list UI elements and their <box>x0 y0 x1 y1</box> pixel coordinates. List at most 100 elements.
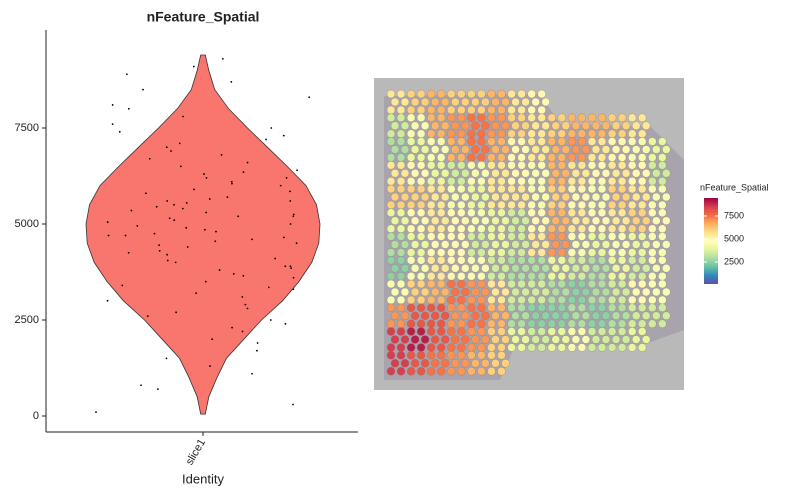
spot <box>447 232 456 241</box>
spot <box>617 113 627 122</box>
spot <box>561 287 570 297</box>
spot <box>617 208 627 217</box>
spot <box>662 169 671 178</box>
spot <box>441 145 450 154</box>
spot <box>386 343 396 352</box>
point <box>166 259 169 262</box>
spot <box>557 327 566 336</box>
spot <box>487 303 496 312</box>
spot <box>416 200 426 210</box>
spot <box>577 343 587 352</box>
spot-cell <box>628 279 651 305</box>
point <box>244 303 247 306</box>
spot <box>527 327 536 336</box>
spot <box>406 295 416 305</box>
spot <box>497 105 506 115</box>
spot <box>451 311 460 320</box>
spot <box>420 169 430 178</box>
spot <box>477 113 486 122</box>
point <box>145 192 147 195</box>
spot <box>617 343 627 352</box>
spot <box>597 248 607 257</box>
spot <box>517 184 526 194</box>
spot-cell <box>447 303 470 328</box>
point <box>256 349 258 352</box>
spot <box>551 192 560 202</box>
spot <box>437 200 446 210</box>
spot <box>481 287 490 297</box>
colorbar-label: 5000 <box>724 233 744 243</box>
spot <box>607 232 617 241</box>
spot <box>511 145 520 154</box>
spot <box>537 129 546 138</box>
spot <box>652 145 661 154</box>
spot <box>437 137 446 146</box>
colorbar <box>704 198 718 284</box>
spot-cell <box>406 279 430 305</box>
spot <box>517 256 526 265</box>
spot <box>437 113 446 122</box>
point <box>127 107 130 110</box>
spot <box>638 177 647 186</box>
spot <box>527 200 536 210</box>
spot <box>406 367 416 376</box>
spot <box>567 184 577 194</box>
spot <box>638 256 647 265</box>
point <box>220 153 223 156</box>
spot <box>461 287 470 297</box>
spot <box>617 129 627 138</box>
point <box>230 180 233 183</box>
point <box>192 65 195 68</box>
spot <box>457 367 466 376</box>
spot <box>431 311 440 320</box>
spot <box>386 177 396 186</box>
spot <box>507 177 516 186</box>
spot <box>406 89 416 99</box>
spot <box>441 264 450 273</box>
spot <box>628 113 637 122</box>
point <box>230 81 233 83</box>
spot <box>557 208 566 217</box>
spot-cell <box>447 279 470 305</box>
spot <box>386 161 396 170</box>
point <box>274 257 277 260</box>
spot <box>386 295 396 305</box>
point <box>231 326 233 329</box>
spot-cell <box>406 161 430 186</box>
spot <box>587 177 597 186</box>
spot <box>581 264 591 273</box>
spot-cell <box>386 113 410 138</box>
spot <box>427 208 436 217</box>
spot-cell <box>648 208 671 233</box>
spot <box>571 240 581 249</box>
spot-cell <box>527 137 550 162</box>
spot <box>662 287 671 297</box>
spot <box>567 129 577 138</box>
spot <box>497 208 506 217</box>
spot <box>467 161 476 170</box>
spot <box>577 153 587 162</box>
spot <box>507 343 516 352</box>
spot <box>567 113 577 122</box>
spot <box>427 137 436 146</box>
spot-cell <box>567 279 591 305</box>
spot <box>648 256 657 265</box>
spot <box>652 287 661 297</box>
spot-cell <box>386 89 410 115</box>
spot-cell <box>487 161 510 186</box>
spot <box>611 192 621 202</box>
spot <box>527 89 536 99</box>
spot <box>628 248 637 257</box>
spot <box>511 335 520 344</box>
point <box>203 228 206 231</box>
point <box>292 288 295 291</box>
spot <box>658 208 667 217</box>
spot <box>390 240 400 249</box>
spot <box>587 208 597 217</box>
spot <box>396 105 406 115</box>
point <box>193 188 195 191</box>
spot <box>567 200 577 210</box>
spot <box>577 279 587 289</box>
spot-cell <box>507 327 530 352</box>
spot <box>541 97 550 107</box>
